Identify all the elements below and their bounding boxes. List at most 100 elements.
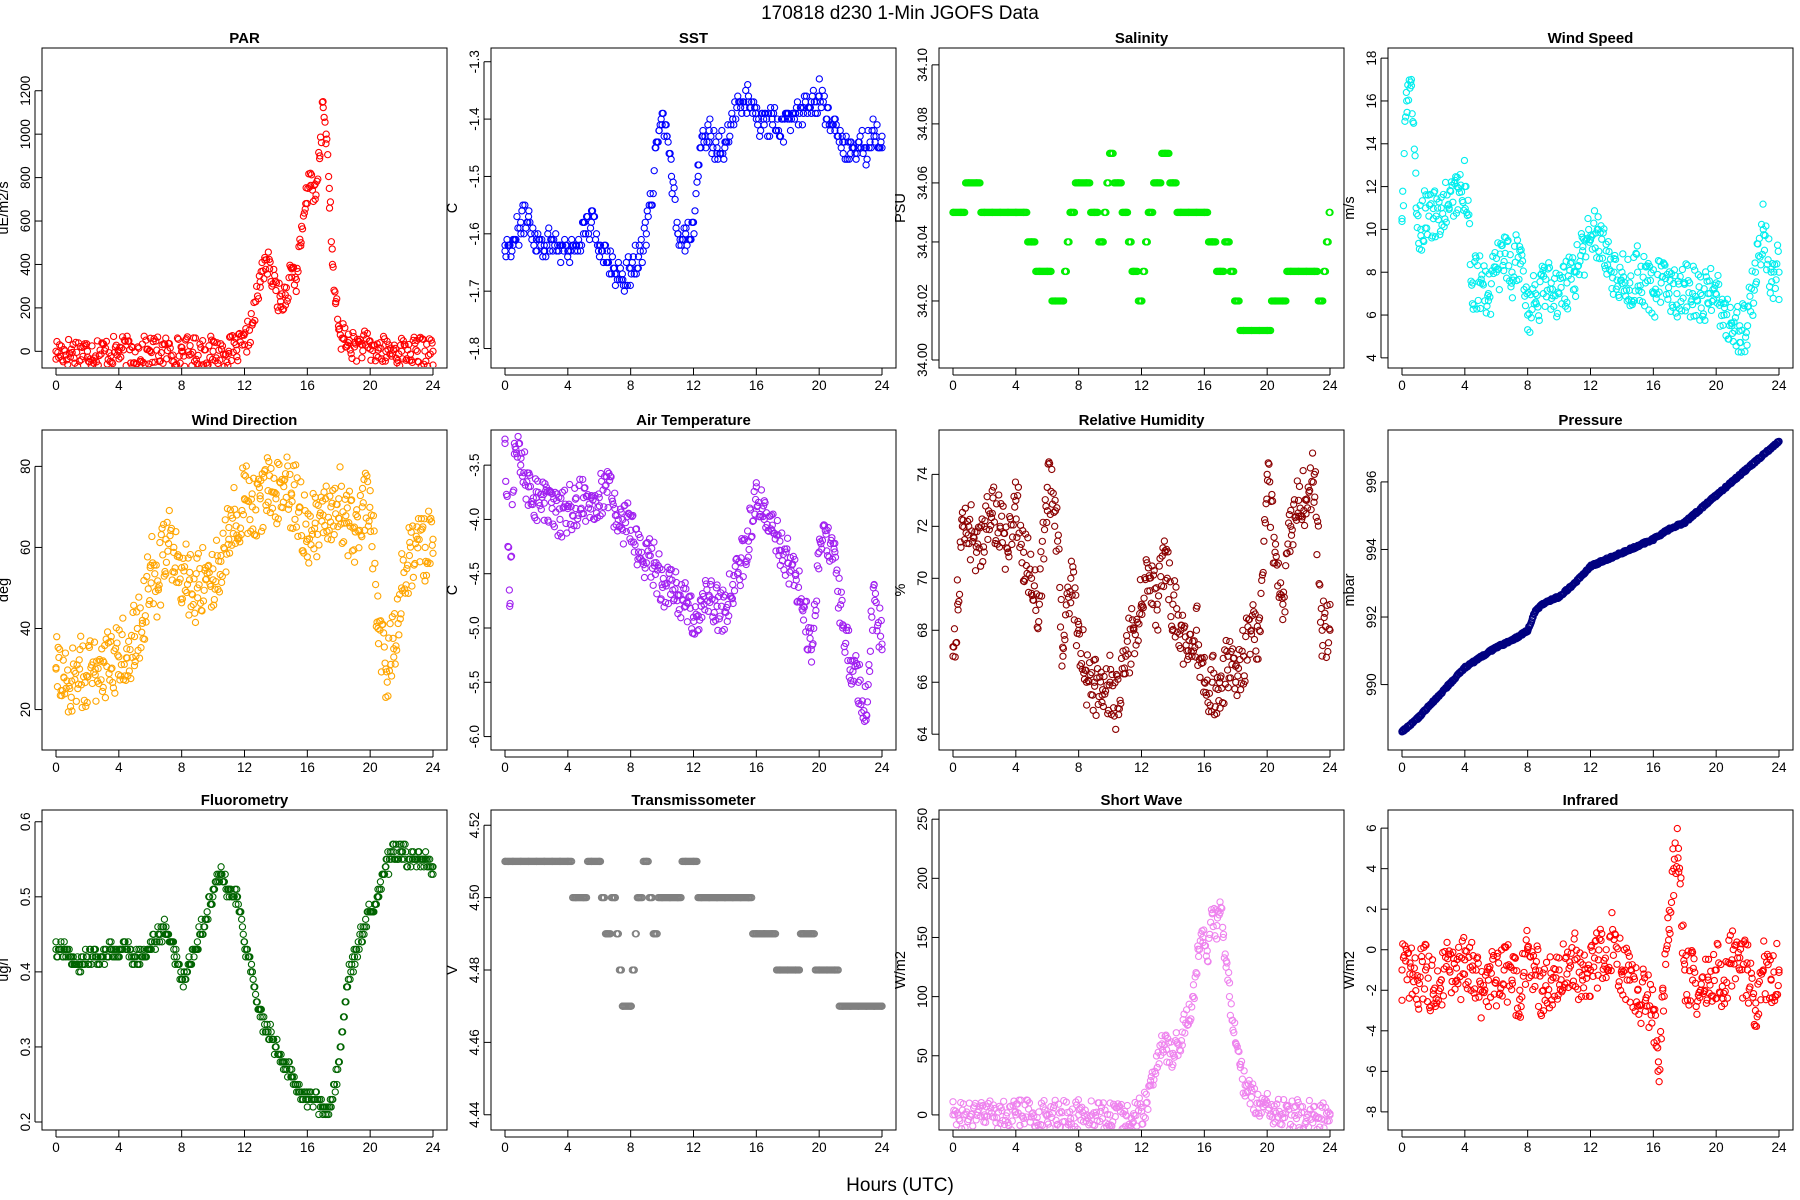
data-point	[1178, 611, 1187, 619]
data-point	[208, 900, 216, 908]
data-point	[1526, 328, 1534, 336]
data-point	[999, 502, 1007, 510]
data-point	[1487, 280, 1495, 288]
data-point	[406, 543, 415, 551]
data-point	[218, 342, 227, 350]
data-point	[224, 540, 232, 549]
data-point	[274, 515, 282, 523]
data-point	[242, 953, 250, 961]
data-point	[259, 523, 267, 532]
data-point	[199, 930, 207, 938]
data-point	[153, 613, 161, 621]
data-point	[862, 716, 870, 724]
data-point	[988, 487, 996, 495]
data-point	[149, 337, 157, 346]
data-point	[1067, 599, 1075, 607]
data-point	[307, 171, 316, 179]
data-point	[1769, 294, 1777, 303]
data-point	[343, 504, 351, 512]
data-point	[108, 664, 116, 672]
data-point	[1279, 600, 1287, 608]
data-point	[1024, 534, 1032, 542]
data-point	[551, 488, 559, 497]
data-point	[130, 661, 139, 670]
data-point	[257, 1005, 265, 1014]
data-point	[564, 247, 572, 255]
data-point	[710, 126, 718, 135]
data-point	[537, 505, 545, 514]
data-point	[1190, 637, 1198, 645]
data-point	[1723, 310, 1731, 319]
y-tick-label: 10	[1364, 222, 1379, 237]
data-point	[1020, 548, 1028, 556]
data-point	[1058, 662, 1066, 670]
data-point	[123, 645, 131, 653]
data-point	[327, 238, 335, 246]
data-point	[783, 545, 791, 553]
data-point	[1154, 626, 1162, 634]
data-point	[272, 279, 281, 287]
data-point	[617, 508, 625, 516]
data-point	[1444, 200, 1453, 209]
data-point	[1314, 522, 1323, 530]
data-point	[634, 548, 643, 556]
data-point	[698, 613, 706, 622]
data-point	[533, 516, 541, 525]
data-point	[1316, 581, 1324, 589]
data-point	[405, 551, 414, 560]
data-point	[1519, 267, 1527, 275]
data-point	[1737, 348, 1745, 356]
data-point	[1296, 504, 1304, 512]
data-point	[130, 632, 139, 641]
data-point	[1630, 296, 1639, 305]
data-point	[1321, 267, 1330, 276]
panel-title: Wind Direction	[192, 412, 298, 429]
data-point	[1247, 326, 1256, 335]
data-point	[1403, 108, 1411, 117]
data-point	[514, 432, 522, 441]
data-point	[254, 295, 263, 303]
data-point	[1463, 211, 1472, 220]
data-point	[89, 658, 97, 666]
data-point	[1035, 267, 1044, 276]
data-point	[1610, 268, 1618, 276]
data-point	[784, 559, 792, 567]
x-tick-label: 8	[1524, 760, 1532, 775]
data-point	[785, 580, 793, 588]
x-tick-label: 16	[749, 760, 764, 775]
data-point	[316, 152, 324, 160]
data-point	[374, 640, 383, 648]
data-point	[1239, 626, 1247, 634]
data-point	[1533, 291, 1541, 300]
data-point	[1465, 220, 1474, 228]
data-point	[703, 138, 711, 146]
data-point	[877, 138, 885, 146]
y-axis-label: m/s	[1342, 196, 1358, 219]
data-point	[979, 557, 987, 566]
data-point	[1429, 215, 1438, 223]
data-point	[240, 495, 249, 503]
data-point	[1234, 664, 1243, 673]
data-point	[74, 684, 82, 693]
data-point	[339, 538, 348, 546]
data-point	[757, 486, 766, 494]
data-point	[517, 454, 525, 462]
data-point	[169, 938, 178, 946]
data-point	[682, 230, 690, 238]
data-point	[783, 534, 792, 542]
data-point	[1463, 208, 1471, 217]
data-point	[717, 149, 725, 158]
x-tick-label: 8	[1524, 378, 1532, 393]
data-point	[1255, 614, 1264, 622]
data-point	[355, 544, 363, 552]
data-point	[1090, 208, 1099, 217]
data-point	[1742, 329, 1750, 337]
data-point	[193, 584, 202, 592]
data-point	[217, 551, 225, 560]
data-point	[300, 209, 308, 217]
data-point	[256, 283, 264, 291]
data-point	[401, 589, 410, 597]
data-point	[132, 608, 141, 616]
data-point	[581, 517, 590, 525]
